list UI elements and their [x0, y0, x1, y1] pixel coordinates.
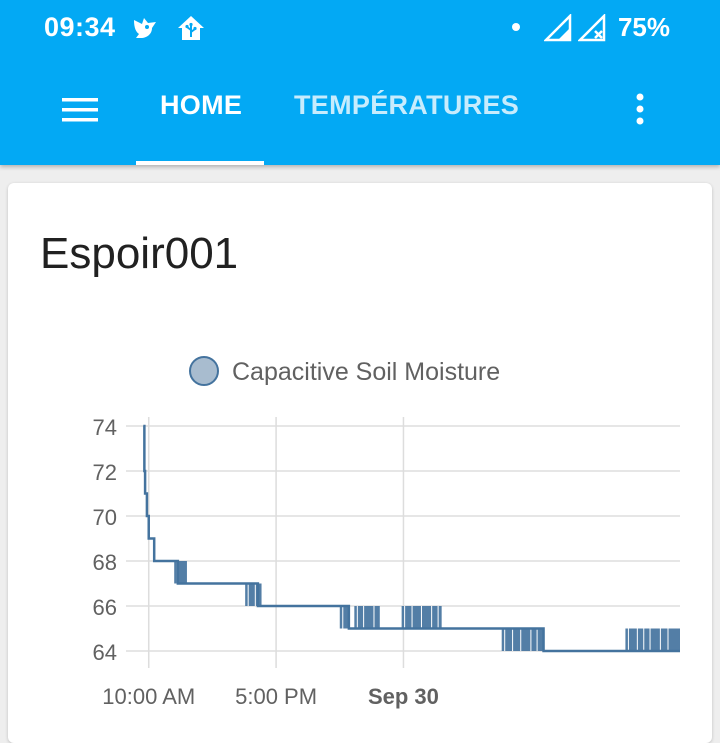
y-tick-label: 66 [93, 595, 117, 620]
hamburger-menu-icon [62, 98, 98, 122]
card-title: Espoir001 [40, 229, 239, 278]
no-signal-icon [576, 12, 606, 47]
noise-band [339, 606, 349, 629]
menu-button[interactable] [56, 92, 104, 128]
notification-bird-icon [130, 14, 160, 47]
status-bar: 09:34 [0, 0, 720, 56]
overflow-menu-button[interactable] [622, 92, 658, 128]
history-chart: Capacitive Soil Moisture 64 66 68 70 72 74 10:0… [93, 356, 680, 709]
noise-band [174, 561, 187, 584]
y-tick-label: 64 [93, 640, 117, 665]
dot-icon [510, 20, 522, 38]
noise-band [625, 628, 680, 651]
toolbar: HOME TEMPÉRATURES [0, 56, 720, 165]
y-tick-label: 68 [93, 550, 117, 575]
status-time: 09:34 [44, 12, 116, 42]
noise-band [354, 606, 380, 629]
signal-icon [542, 12, 572, 47]
legend-marker [189, 356, 219, 386]
app-bar: 09:34 [0, 0, 720, 165]
x-tick-label: Sep 30 [368, 684, 439, 709]
x-tick-label: 10:00 AM [102, 684, 195, 709]
more-vertical-icon [636, 93, 644, 125]
y-tick-label: 72 [93, 460, 117, 485]
legend-label: Capacitive Soil Moisture [232, 358, 500, 386]
tab-home[interactable]: HOME [160, 90, 243, 120]
battery-percentage: 75% [617, 12, 670, 42]
active-tab-indicator [136, 161, 264, 165]
y-tick-label: 70 [93, 505, 117, 530]
series-line [143, 424, 680, 653]
history-graph-card: Espoir001 Capacitive Soil Moisture 64 66 68… [8, 183, 712, 743]
y-tick-label: 74 [93, 415, 117, 440]
tab-temperatures[interactable]: TEMPÉRATURES [294, 90, 520, 120]
x-tick-label: 5:00 PM [235, 684, 317, 709]
home-assistant-icon [176, 14, 206, 47]
